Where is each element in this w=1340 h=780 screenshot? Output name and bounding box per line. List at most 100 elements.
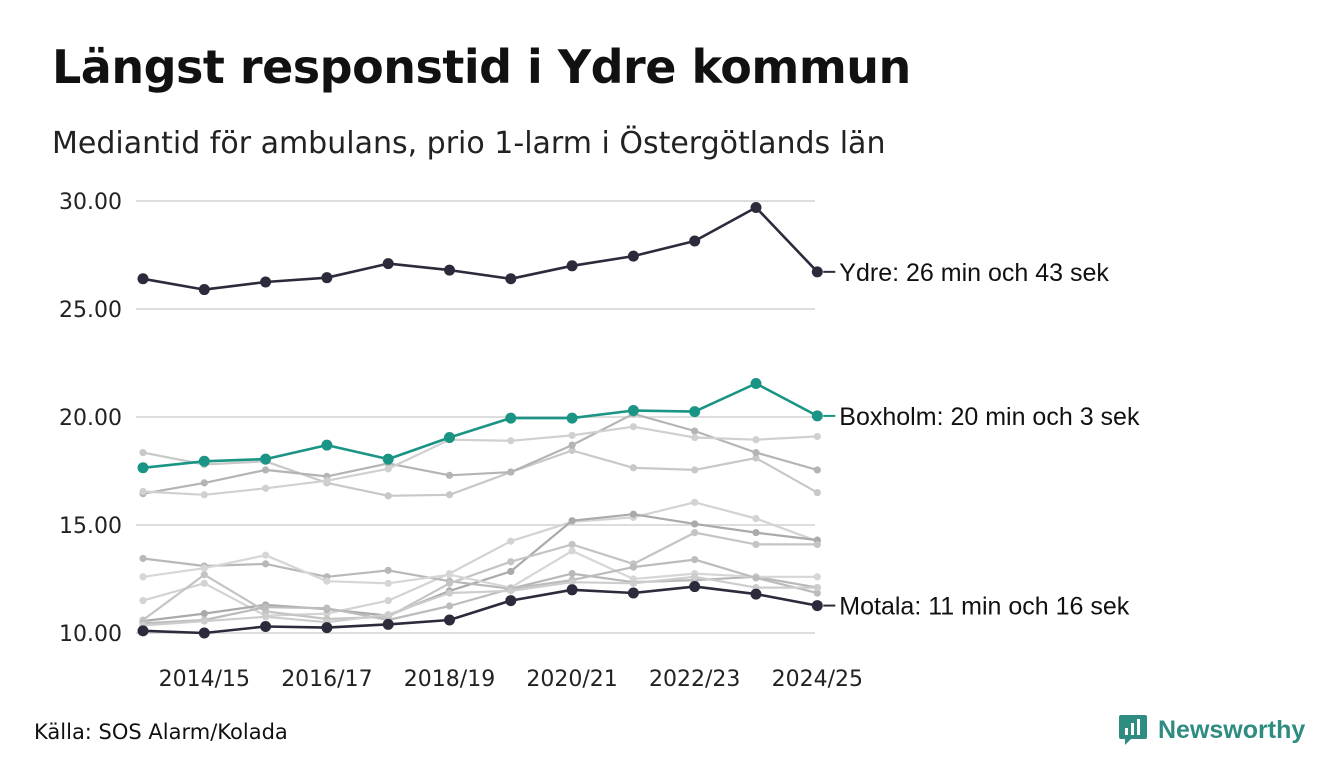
series-labels: Ydre: 26 min och 43 sek Boxholm: 20 min o… (823, 259, 1140, 621)
other-point (507, 567, 515, 576)
other-point (323, 577, 331, 585)
other-line (141, 549, 819, 589)
other-point (813, 540, 821, 549)
other-point (445, 491, 454, 499)
y-tick-label: 25.00 (59, 298, 122, 323)
other-point (384, 492, 392, 500)
other-point (629, 563, 638, 571)
ydre-point (382, 258, 394, 270)
other-point (507, 537, 515, 545)
other-point (629, 579, 638, 587)
ydre-point (811, 266, 823, 278)
other-point (262, 551, 270, 559)
boxholm-point (811, 410, 823, 422)
other-point (568, 517, 576, 525)
motala-point (505, 595, 517, 607)
ydre-point (505, 273, 517, 285)
ydre-series (137, 201, 823, 296)
boxholm-label: Boxholm: 20 min och 3 sek (839, 403, 1140, 431)
other-point (691, 427, 699, 435)
motala-point (627, 587, 639, 599)
other-series (139, 498, 821, 620)
other-point (139, 597, 147, 605)
y-axis: 10.00 15.00 20.00 25.00 30.00 (59, 190, 122, 647)
other-point (323, 604, 331, 612)
x-tick-label: 2018/19 (404, 667, 495, 692)
boxholm-point (689, 406, 701, 418)
other-point (813, 573, 821, 581)
other-point (445, 471, 454, 479)
y-tick-label: 30.00 (59, 190, 122, 215)
other-point (568, 578, 576, 586)
other-municipalities (139, 410, 821, 630)
other-series (139, 547, 821, 592)
other-series (139, 423, 821, 499)
other-point (813, 584, 821, 592)
other-point (507, 587, 515, 595)
other-point (568, 570, 576, 578)
motala-point (811, 600, 823, 612)
y-tick-label: 10.00 (59, 622, 122, 647)
ydre-point (627, 250, 639, 262)
motala-point (260, 621, 272, 633)
motala-point (382, 618, 394, 630)
other-point (323, 477, 331, 485)
ydre-line (141, 206, 819, 291)
motala-label: Motala: 11 min och 16 sek (839, 593, 1129, 621)
ydre-point (198, 284, 210, 296)
other-series (139, 528, 821, 624)
motala-point (566, 584, 578, 596)
other-point (691, 555, 699, 564)
brand-name: Newsworthy (1158, 715, 1306, 744)
other-point (629, 423, 638, 431)
other-point (691, 520, 699, 528)
other-point (445, 602, 454, 610)
other-line (141, 558, 819, 625)
other-point (752, 528, 760, 537)
other-point (200, 571, 208, 579)
boxholm-point (627, 405, 639, 417)
other-point (262, 484, 270, 492)
highlighted-municipalities (137, 201, 823, 639)
chart-subtitle: Mediantid för ambulans, prio 1-larm i Ös… (52, 126, 886, 161)
other-point (384, 465, 392, 473)
ydre-point (321, 272, 333, 284)
motala-line (141, 585, 819, 635)
motala-point (444, 614, 455, 626)
other-point (139, 449, 147, 457)
grid-layer (136, 200, 815, 634)
other-point (691, 573, 699, 581)
other-point (752, 449, 760, 457)
other-point (691, 528, 699, 537)
other-point (200, 609, 208, 618)
boxholm-point (137, 462, 149, 474)
ydre-point (689, 235, 701, 247)
other-point (568, 441, 576, 449)
line-chart: 10.00 15.00 20.00 25.00 30.00 2014/15 2016/17… (59, 190, 1140, 692)
x-tick-label: 2024/25 (772, 667, 863, 692)
ydre-point (566, 260, 578, 272)
x-tick-label: 2014/15 (159, 667, 250, 692)
brand-logo: Newsworthy (1118, 714, 1305, 746)
motala-point (750, 588, 762, 600)
other-line (141, 412, 819, 495)
other-point (752, 514, 760, 523)
source-note: Källa: SOS Alarm/Kolada (34, 720, 288, 744)
other-point (200, 617, 208, 625)
x-tick-label: 2020/21 (526, 667, 617, 692)
other-point (629, 464, 638, 472)
boxholm-point (750, 378, 762, 390)
ydre-point (260, 276, 272, 288)
other-point (752, 540, 760, 549)
newsworthy-logo-icon (1119, 715, 1147, 745)
other-point (262, 560, 270, 568)
other-point (200, 579, 208, 587)
other-point (384, 579, 392, 587)
boxholm-point (198, 455, 210, 467)
ydre-point (444, 264, 455, 276)
boxholm-series (137, 378, 823, 474)
other-line (141, 425, 819, 496)
other-point (200, 491, 208, 499)
other-point (568, 547, 576, 555)
other-point (691, 498, 699, 506)
